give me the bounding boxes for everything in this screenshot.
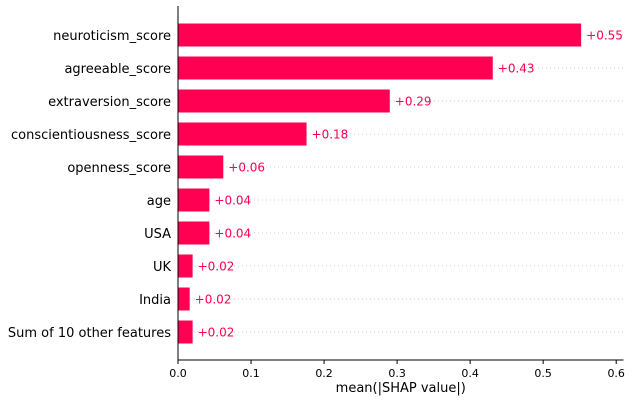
bar xyxy=(178,23,582,47)
bar xyxy=(178,155,224,179)
x-tick-label: 0.3 xyxy=(388,367,406,380)
bar xyxy=(178,254,193,278)
category-label: conscientiousness_score xyxy=(11,128,171,143)
bars xyxy=(178,23,582,344)
value-label: +0.04 xyxy=(214,227,251,241)
category-labels: neuroticism_score agreeable_score extraver… xyxy=(8,29,172,341)
value-label: +0.29 xyxy=(395,95,432,109)
category-label: extraversion_score xyxy=(48,95,171,110)
x-tick-label: 0.5 xyxy=(534,367,552,380)
value-label: +0.02 xyxy=(198,326,235,340)
x-axis-title: mean(|SHAP value|) xyxy=(336,381,466,396)
value-label: +0.43 xyxy=(498,62,535,76)
x-tick-label: 0.0 xyxy=(169,367,187,380)
bar xyxy=(178,287,190,311)
bar xyxy=(178,56,493,80)
value-label: +0.02 xyxy=(195,293,232,307)
category-label: agreeable_score xyxy=(64,62,171,77)
value-label: +0.06 xyxy=(228,161,265,175)
x-axis-ticks: 0.0 0.1 0.2 0.3 0.4 0.5 0.6 xyxy=(169,360,625,380)
category-label: neuroticism_score xyxy=(53,29,171,44)
value-label: +0.02 xyxy=(198,260,235,274)
x-tick-label: 0.2 xyxy=(315,367,333,380)
x-tick-label: 0.4 xyxy=(461,367,479,380)
bar xyxy=(178,188,210,212)
bar xyxy=(178,221,210,245)
bar xyxy=(178,122,307,146)
x-tick-label: 0.6 xyxy=(607,367,625,380)
bar xyxy=(178,89,390,113)
row-guides xyxy=(178,34,624,333)
value-label: +0.18 xyxy=(312,128,349,142)
category-label: USA xyxy=(144,227,171,242)
category-label: UK xyxy=(153,260,172,275)
category-label: age xyxy=(147,194,171,209)
category-label: Sum of 10 other features xyxy=(8,326,171,341)
category-label: openness_score xyxy=(67,161,171,176)
x-tick-label: 0.1 xyxy=(242,367,260,380)
value-label: +0.55 xyxy=(586,29,623,43)
value-labels: +0.55 +0.43 +0.29 +0.18 +0.06 +0.04 +0.04 +0.02… xyxy=(195,29,623,340)
bar xyxy=(178,320,193,344)
value-label: +0.04 xyxy=(214,194,251,208)
category-label: India xyxy=(139,293,171,308)
